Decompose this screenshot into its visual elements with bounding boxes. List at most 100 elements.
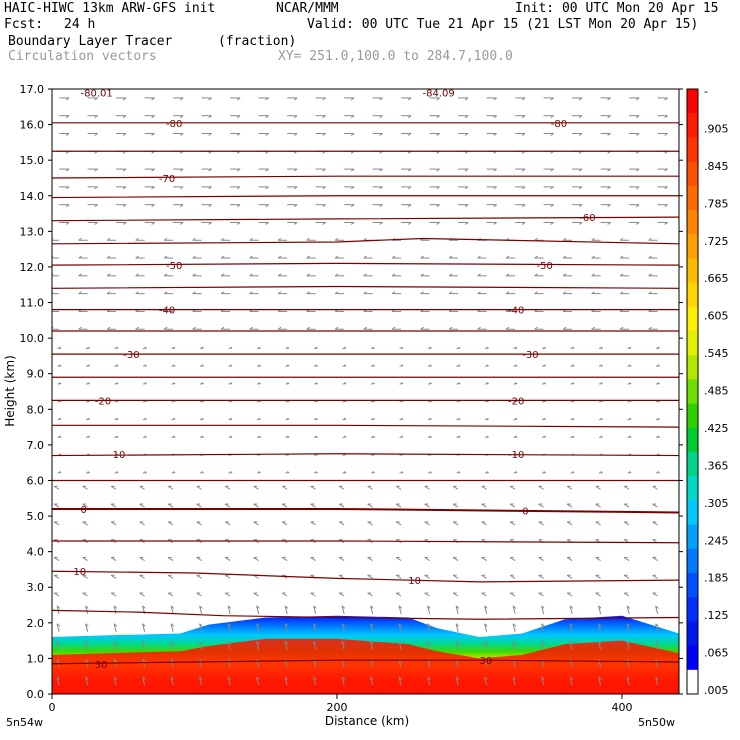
wind-vector [256,676,260,686]
wind-vector-head [227,676,232,680]
wind-vector [142,676,146,686]
colorbar-swatch [687,669,698,695]
wind-vector-head [455,676,460,680]
wind-vector [623,592,630,597]
wind-vector-head [493,204,497,208]
wind-vector [313,641,317,650]
wind-vector-head [220,255,225,259]
wind-vector-head [477,255,481,259]
wind-vector [484,605,488,615]
wind-vector-head [151,168,155,172]
wind-vector-head [370,641,374,645]
contour-label: -40 [159,306,175,317]
wind-vector-head [455,605,460,609]
wind-vector-head [122,133,127,136]
wind-vector-head [626,676,631,680]
wind-vector-head [78,255,82,259]
wind-vector-head [578,204,583,208]
x-tick-label: 200 [327,701,348,714]
contour-label: 30 [480,656,493,667]
wind-vector-head [464,168,469,172]
wind-vector-head [635,186,640,190]
wind-vector-head [322,97,326,101]
wind-vector-head [464,97,469,101]
wind-vector [56,623,60,632]
wind-vector-head [135,237,139,241]
wind-vector-head [562,237,567,241]
wind-vector-head [199,605,203,609]
wind-vector [139,557,145,561]
wind-vector [367,503,373,508]
wind-vector-head [379,97,383,101]
wind-vector [139,521,145,526]
wind-vector-head [407,222,412,225]
wind-vector-head [227,623,232,627]
wind-vector [395,592,402,597]
contour-label: -60 [579,213,595,224]
wind-vector [367,485,373,490]
wind-vector-head [78,291,82,295]
wind-vector-head [541,605,545,609]
wind-vector [196,503,202,508]
wind-vector-head [635,97,640,101]
wind-vector-head [94,186,98,190]
wind-vector-head [106,291,111,295]
wind-vector [167,485,174,490]
wind-vector [595,521,601,526]
wind-vector-head [52,237,54,240]
y-axis-label: Height (km) [3,355,17,426]
colorbar-label: .905 [704,122,729,135]
wind-vector-head [484,641,488,645]
wind-vector [541,623,545,632]
wind-vector-head [521,97,526,101]
wind-vector-head [350,168,355,172]
wind-vector [509,557,516,561]
wind-vector-head [113,676,118,680]
contour-label: -30 [123,350,139,361]
wind-vector [598,659,602,668]
colorbar-swatch [687,524,698,550]
y-tick-label: 3.0 [27,581,45,594]
fcst-value: 24 h [64,17,96,32]
wind-vector-head [78,237,82,241]
wind-vector [284,641,288,650]
wind-vector [595,557,601,561]
y-tick-label: 0.0 [27,688,45,701]
colorbar-label: .305 [704,497,729,510]
wind-vector [281,557,288,561]
wind-vector [623,485,630,490]
wind-vector-head [521,168,526,172]
wind-vector-head [436,97,440,101]
wind-vector-head [106,255,111,259]
fcst-label: Fcst: [4,17,44,32]
wind-vector-head [598,676,602,680]
wind-vector [113,623,117,632]
wind-vector [481,503,487,508]
wind-vector-head [179,186,184,190]
wind-vector [512,641,516,650]
colorbar-swatch [687,452,698,477]
wind-vector-head [591,291,595,295]
wind-vector [424,557,430,561]
wind-vector [652,485,658,490]
wind-vector-head [569,641,574,645]
wind-vector-head [135,326,139,330]
wind-vector-head [142,605,146,609]
wind-vector [652,592,658,597]
wind-vector-head [122,168,127,172]
y-tick-label: 6.0 [27,474,45,487]
wind-vector [623,521,630,526]
wind-vector-head [334,273,339,277]
colorbar-swatch [687,306,698,332]
wind-vector-head [56,658,61,663]
wind-vector-head [284,605,289,609]
wind-vector [167,592,174,597]
wind-vector-head [52,291,54,293]
wind-vector-head [306,291,310,295]
wind-vector [341,641,345,650]
wind-vector-head [619,291,624,295]
wind-vector [196,557,202,561]
wind-vector [341,623,345,632]
wind-vector-head [163,237,168,241]
wind-vector [566,557,573,561]
